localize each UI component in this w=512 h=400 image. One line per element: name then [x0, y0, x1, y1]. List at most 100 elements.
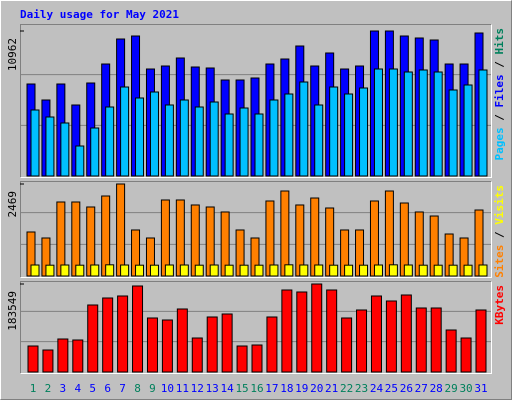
bar	[194, 106, 204, 177]
bar	[164, 264, 174, 277]
bar	[176, 308, 188, 373]
bar	[460, 337, 472, 373]
bar	[164, 104, 174, 177]
bar	[266, 316, 278, 373]
bar	[388, 264, 398, 277]
x-tick-label: 7	[119, 382, 126, 395]
bar	[224, 113, 234, 177]
x-tick-label: 17	[265, 382, 278, 395]
bar	[27, 345, 39, 373]
bar	[344, 264, 354, 277]
bar	[149, 91, 159, 177]
bar	[329, 86, 339, 177]
x-tick-label: 16	[250, 382, 263, 395]
bar	[105, 106, 115, 177]
bar	[341, 317, 353, 373]
bar	[299, 81, 309, 177]
x-tick-label: 21	[325, 382, 338, 395]
bar	[463, 264, 473, 277]
bar	[60, 264, 70, 277]
legend-entry: Files	[493, 74, 506, 107]
legend: Sites / Visits	[493, 185, 506, 278]
x-tick-label: 25	[385, 382, 398, 395]
bar	[206, 316, 218, 373]
bar	[418, 264, 428, 277]
bar	[75, 264, 85, 277]
bar	[45, 264, 55, 277]
x-tick-label: 30	[459, 382, 472, 395]
bar	[135, 264, 145, 277]
bar	[445, 329, 457, 373]
bar	[280, 190, 290, 277]
bar	[269, 99, 279, 177]
bar	[384, 190, 394, 277]
bar	[209, 264, 219, 277]
panel-shadow	[20, 281, 492, 374]
bar	[448, 89, 458, 177]
bar	[388, 68, 398, 177]
bar	[239, 264, 249, 277]
bar	[359, 264, 369, 277]
bar	[359, 87, 369, 177]
x-tick-label: 26	[400, 382, 413, 395]
bar	[254, 264, 264, 277]
bar	[75, 145, 85, 177]
bar	[221, 313, 233, 373]
bar	[403, 71, 413, 177]
bar	[72, 339, 84, 373]
x-tick-label: 4	[74, 382, 81, 395]
x-tick-label: 29	[445, 382, 458, 395]
bar	[326, 289, 338, 373]
bar	[329, 264, 339, 277]
x-tick-label: 14	[221, 382, 235, 395]
bar	[311, 283, 323, 373]
bar	[239, 107, 249, 177]
y-tick-label: 10962	[6, 38, 19, 71]
x-tick-label: 28	[430, 382, 443, 395]
bar	[101, 195, 111, 277]
legend: KBytes	[493, 285, 506, 325]
bar	[284, 93, 294, 177]
panel-light	[20, 24, 492, 178]
bar	[373, 264, 383, 277]
bar	[284, 264, 294, 277]
bar	[90, 264, 100, 277]
x-tick-label: 6	[104, 382, 111, 395]
x-tick-label: 12	[191, 382, 204, 395]
x-tick-label: 8	[134, 382, 141, 395]
bar	[179, 99, 189, 177]
bar	[191, 337, 203, 373]
panel-light	[20, 281, 492, 374]
x-tick-label: 23	[355, 382, 368, 395]
bar	[135, 97, 145, 177]
y-tick-label: 2469	[6, 191, 19, 218]
panel-shadow	[20, 181, 492, 278]
x-tick-label: 24	[370, 382, 384, 395]
bar	[161, 319, 173, 373]
legend-entry: Visits	[493, 185, 506, 225]
bar	[310, 197, 320, 277]
x-tick-label: 1	[30, 382, 37, 395]
x-tick-label: 19	[295, 382, 308, 395]
legend: Pages / Files / Hits	[493, 28, 506, 161]
legend-entry: KBytes	[493, 285, 506, 325]
panel-light	[20, 181, 492, 278]
bar	[356, 309, 368, 373]
bar	[120, 264, 130, 277]
bar	[373, 68, 383, 177]
bar	[254, 113, 264, 177]
bar	[296, 291, 308, 373]
legend-entry: Sites	[493, 245, 506, 278]
legend-entry: Pages	[493, 127, 506, 160]
bar	[117, 295, 129, 373]
bar	[132, 285, 144, 373]
bar	[448, 264, 458, 277]
x-tick-label: 5	[89, 382, 96, 395]
x-tick-label: 18	[280, 382, 293, 395]
x-tick-label: 9	[149, 382, 156, 395]
bar	[478, 264, 488, 277]
bar	[102, 297, 114, 373]
legend-separator: /	[493, 225, 506, 245]
